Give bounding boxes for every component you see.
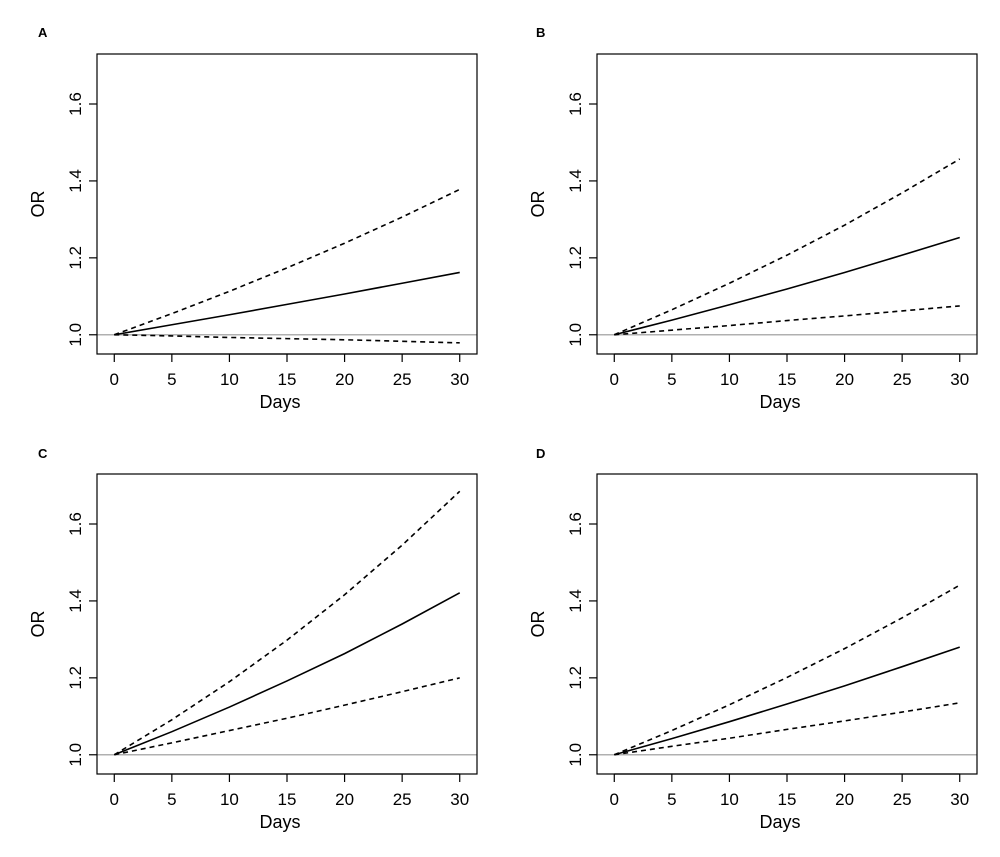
series-upper-d (613, 584, 961, 756)
x-tick-label-a: 15 (278, 370, 297, 389)
x-tick-label-d: 0 (610, 790, 619, 809)
y-tick-label-c: 1.4 (66, 589, 85, 613)
x-tick-label-a: 20 (335, 370, 354, 389)
x-tick-label-a: 5 (167, 370, 176, 389)
x-tick-label-b: 10 (720, 370, 739, 389)
x-tick-label-b: 30 (950, 370, 969, 389)
x-tick-label-b: 25 (893, 370, 912, 389)
x-tick-label-a: 0 (110, 370, 119, 389)
x-tick-label-c: 30 (450, 790, 469, 809)
panel-b: B 0 5 10 15 20 25 30 1.0 1.2 1.4 1.6 Days OR (528, 25, 978, 412)
panel-letter-c: C (38, 446, 48, 461)
panel-letter-b: B (536, 25, 545, 40)
panel-letter-a: A (38, 25, 48, 40)
x-tick-label-d: 30 (950, 790, 969, 809)
series-lower-d (614, 702, 960, 756)
x-tick-label-b: 5 (667, 370, 676, 389)
y-tick-label-a: 1.2 (66, 246, 85, 270)
x-tick-label-c: 0 (110, 790, 119, 809)
y-axis-label-c: OR (28, 610, 48, 637)
panel-letter-d: D (536, 446, 545, 461)
x-axis-label-c: Days (259, 812, 300, 832)
y-tick-label-c: 1.6 (66, 512, 85, 536)
x-tick-label-c: 5 (167, 790, 176, 809)
y-tick-label-d: 1.4 (566, 589, 585, 613)
panel-c: C 0 5 10 15 20 25 30 1.0 1.2 1.4 1.6 Days OR (28, 446, 478, 832)
y-tick-label-c: 1.0 (66, 743, 85, 767)
x-tick-label-b: 15 (778, 370, 797, 389)
y-tick-label-b: 1.0 (566, 323, 585, 347)
series-upper-a (113, 188, 461, 336)
y-tick-label-c: 1.2 (66, 666, 85, 690)
y-axis-label-a: OR (28, 190, 48, 217)
x-tick-label-d: 15 (778, 790, 797, 809)
y-tick-label-a: 1.4 (66, 169, 85, 193)
y-tick-label-d: 1.0 (566, 743, 585, 767)
x-tick-label-d: 5 (667, 790, 676, 809)
series-estimate-c (113, 592, 461, 756)
series-upper-c (113, 490, 461, 756)
y-axis-label-d: OR (528, 610, 548, 637)
y-tick-label-b: 1.6 (566, 92, 585, 116)
panel-d: D 0 5 10 15 20 25 30 1.0 1.2 1.4 1.6 Days OR (528, 446, 978, 832)
series-lower-c (114, 677, 460, 756)
panel-a: A 0 5 10 15 20 25 30 1.0 1.2 1.4 1.6 Days OR (28, 25, 478, 412)
series-upper-b (613, 158, 961, 336)
x-tick-label-a: 10 (220, 370, 239, 389)
series-lower-a (114, 333, 460, 344)
x-tick-label-c: 10 (220, 790, 239, 809)
x-tick-label-b: 0 (610, 370, 619, 389)
x-tick-label-c: 15 (278, 790, 297, 809)
x-tick-label-d: 10 (720, 790, 739, 809)
y-tick-label-b: 1.4 (566, 169, 585, 193)
series-estimate-a (114, 271, 460, 336)
series-estimate-b (614, 236, 960, 336)
x-tick-label-a: 30 (450, 370, 469, 389)
y-tick-label-a: 1.6 (66, 92, 85, 116)
y-tick-label-b: 1.2 (566, 246, 585, 270)
x-tick-label-a: 25 (393, 370, 412, 389)
x-axis-label-b: Days (759, 392, 800, 412)
y-tick-label-a: 1.0 (66, 323, 85, 347)
plot-frame-c (96, 473, 478, 775)
x-tick-label-c: 20 (335, 790, 354, 809)
y-axis-label-b: OR (528, 190, 548, 217)
x-axis-label-a: Days (259, 392, 300, 412)
x-tick-label-c: 25 (393, 790, 412, 809)
y-tick-label-d: 1.6 (566, 512, 585, 536)
y-tick-label-d: 1.2 (566, 666, 585, 690)
series-lower-b (614, 305, 960, 336)
x-tick-label-d: 25 (893, 790, 912, 809)
x-axis-label-d: Days (759, 812, 800, 832)
x-tick-label-d: 20 (835, 790, 854, 809)
plot-frame-a (96, 53, 478, 355)
x-tick-label-b: 20 (835, 370, 854, 389)
series-estimate-d (614, 646, 960, 756)
